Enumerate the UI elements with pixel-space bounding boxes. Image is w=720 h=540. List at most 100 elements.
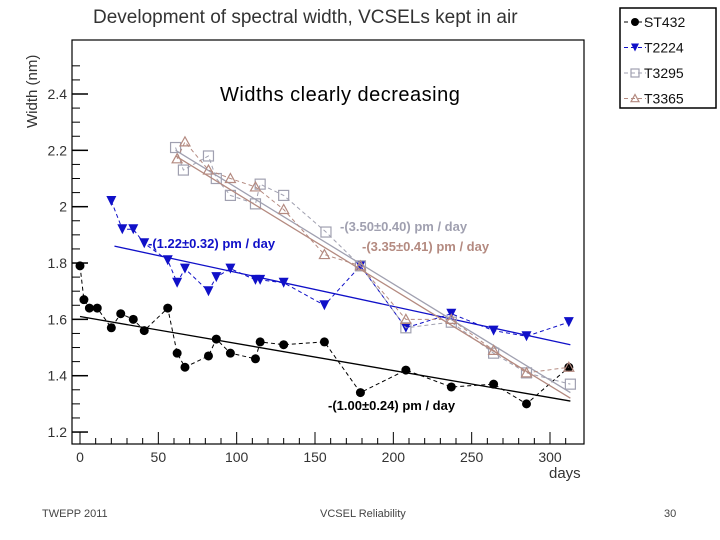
data-point bbox=[520, 366, 533, 378]
data-point bbox=[319, 300, 330, 311]
data-point bbox=[202, 150, 215, 162]
y-tick-label: 2 bbox=[59, 199, 67, 215]
data-point bbox=[84, 303, 94, 313]
data-point bbox=[79, 295, 89, 305]
series-line-T3295 bbox=[175, 147, 571, 385]
data-point bbox=[631, 18, 639, 26]
data-point bbox=[171, 152, 184, 164]
fit-label: -(3.50±0.40) pm / day bbox=[340, 219, 468, 234]
data-point bbox=[225, 263, 236, 274]
data-point bbox=[489, 379, 499, 389]
footer-event: TWEPP 2011 bbox=[42, 508, 108, 520]
data-point bbox=[128, 314, 138, 324]
data-point bbox=[224, 172, 237, 184]
y-tick-label: 2.4 bbox=[48, 86, 68, 102]
x-tick-label: 250 bbox=[460, 449, 484, 465]
data-point bbox=[320, 226, 332, 238]
x-tick-label: 50 bbox=[151, 449, 167, 465]
data-point bbox=[179, 263, 190, 274]
data-point bbox=[225, 348, 235, 358]
data-point bbox=[172, 348, 182, 358]
data-point bbox=[128, 224, 139, 235]
data-point bbox=[629, 93, 641, 103]
y-tick-label: 1.6 bbox=[48, 311, 68, 327]
data-point bbox=[401, 365, 411, 375]
fit-label: -(1.00±0.24) pm / day bbox=[328, 398, 456, 413]
fit-label: -(1.22±0.32) pm / day bbox=[148, 236, 276, 251]
x-tick-label: 0 bbox=[76, 449, 84, 465]
legend-box bbox=[619, 7, 717, 109]
data-point bbox=[139, 326, 149, 336]
data-point bbox=[445, 313, 458, 324]
data-point bbox=[117, 224, 128, 235]
data-point bbox=[163, 303, 173, 313]
data-point bbox=[487, 344, 500, 355]
data-point bbox=[202, 163, 215, 175]
data-point bbox=[106, 323, 116, 333]
legend-label: ST432 bbox=[644, 14, 685, 30]
data-point bbox=[521, 331, 532, 342]
x-tick-label: 100 bbox=[225, 449, 249, 465]
series-line-T3365 bbox=[176, 140, 569, 374]
y-axis-label: Width (nm) bbox=[24, 55, 41, 128]
chart-annotation: Widths clearly decreasing bbox=[220, 84, 460, 106]
data-point bbox=[277, 203, 290, 215]
legend-label: T3365 bbox=[644, 91, 684, 107]
data-point bbox=[564, 378, 576, 390]
data-point bbox=[278, 189, 290, 202]
data-point bbox=[106, 196, 117, 207]
data-point bbox=[249, 198, 262, 210]
y-tick-label: 1.2 bbox=[48, 424, 68, 440]
footer-title: VCSEL Reliability bbox=[320, 508, 406, 520]
data-point bbox=[488, 325, 499, 336]
x-axis-label: days bbox=[549, 465, 581, 482]
data-point bbox=[254, 178, 266, 190]
y-tick-label: 1.4 bbox=[48, 368, 68, 384]
data-point bbox=[255, 337, 265, 347]
data-point bbox=[522, 399, 532, 409]
y-tick-label: 1.8 bbox=[48, 255, 68, 271]
data-point bbox=[169, 141, 182, 154]
data-point bbox=[446, 382, 456, 392]
data-point bbox=[116, 309, 126, 319]
data-point bbox=[92, 303, 102, 313]
data-point bbox=[75, 261, 85, 271]
data-point bbox=[631, 43, 639, 52]
data-point bbox=[278, 277, 289, 288]
data-point bbox=[563, 317, 574, 328]
data-point bbox=[355, 388, 365, 398]
data-point bbox=[211, 334, 221, 344]
data-point bbox=[562, 361, 575, 372]
data-point bbox=[250, 354, 260, 364]
data-point bbox=[177, 164, 190, 176]
fit-line-T3365 bbox=[175, 155, 571, 399]
data-point bbox=[354, 259, 367, 271]
fit-line-T3295 bbox=[175, 149, 571, 394]
data-point bbox=[139, 238, 150, 249]
data-point bbox=[203, 286, 214, 297]
data-point bbox=[172, 277, 183, 288]
legend-label: T2224 bbox=[644, 40, 684, 56]
fit-line-T2224 bbox=[114, 245, 571, 346]
legend-label: T3295 bbox=[644, 65, 684, 81]
data-point bbox=[399, 313, 412, 324]
data-point bbox=[279, 340, 289, 350]
x-tick-label: 300 bbox=[538, 449, 562, 465]
data-point bbox=[255, 274, 266, 285]
data-point bbox=[180, 362, 190, 372]
data-point bbox=[224, 189, 237, 202]
plot-frame bbox=[71, 39, 585, 445]
x-tick-label: 150 bbox=[303, 449, 327, 465]
data-point bbox=[318, 248, 331, 260]
y-tick-label: 2.2 bbox=[48, 142, 68, 158]
data-point bbox=[249, 180, 262, 192]
data-point bbox=[178, 135, 191, 147]
x-tick-label: 200 bbox=[382, 449, 406, 465]
data-point bbox=[319, 337, 329, 347]
data-point bbox=[162, 255, 173, 266]
series-line-T2224 bbox=[110, 200, 569, 337]
fit-line-ST432 bbox=[79, 315, 571, 402]
data-point bbox=[630, 68, 640, 78]
data-point bbox=[211, 272, 222, 283]
